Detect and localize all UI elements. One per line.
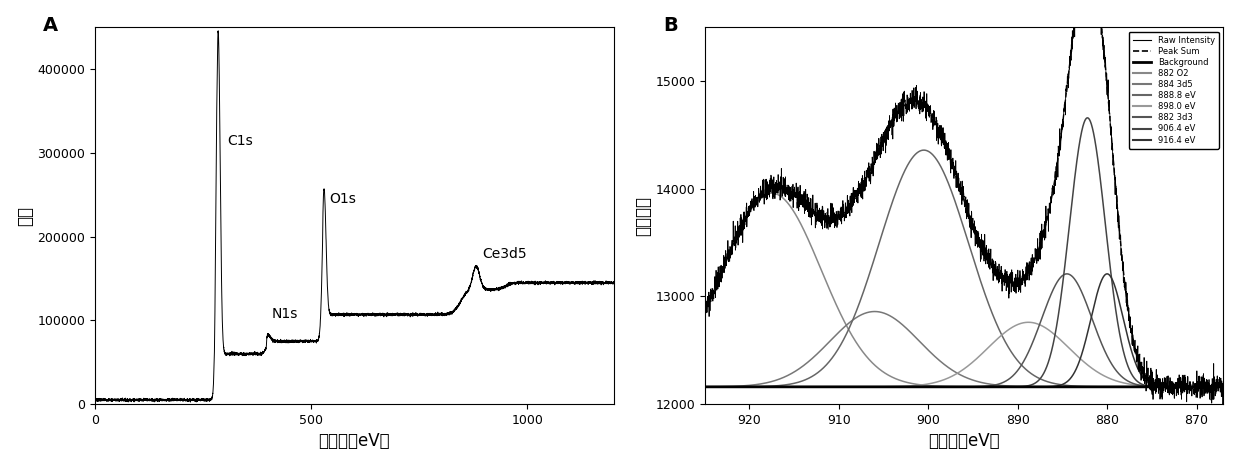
Text: A: A [43, 16, 58, 35]
Text: B: B [663, 16, 678, 35]
Legend: Raw Intensity, Peak Sum, Background, 882 O2, 884 3d5, 888.8 eV, 898.0 eV, 882 3d: Raw Intensity, Peak Sum, Background, 882… [1128, 32, 1219, 149]
Text: O1s: O1s [330, 192, 356, 206]
X-axis label: 结合能（eV）: 结合能（eV） [929, 432, 999, 450]
Y-axis label: 相对强度: 相对强度 [635, 196, 652, 236]
Text: C1s: C1s [227, 134, 253, 148]
Y-axis label: 计数: 计数 [16, 206, 35, 226]
Text: N1s: N1s [272, 307, 298, 321]
Text: Ce3d5: Ce3d5 [482, 247, 527, 261]
X-axis label: 结合能（eV）: 结合能（eV） [319, 432, 391, 450]
